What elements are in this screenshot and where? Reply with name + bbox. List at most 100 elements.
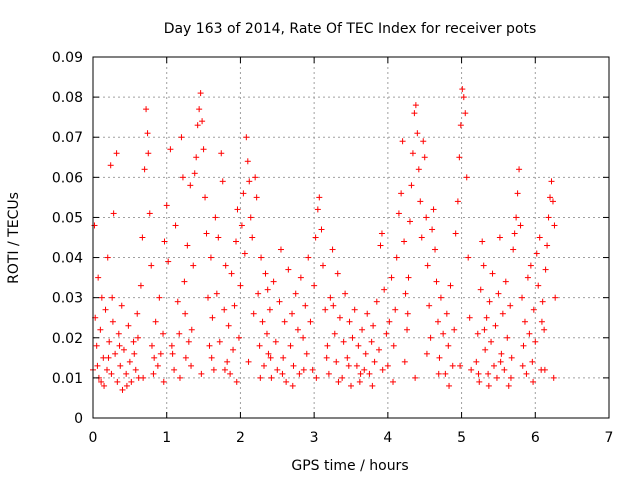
data-point xyxy=(110,210,117,217)
data-point xyxy=(434,318,441,325)
data-point xyxy=(542,266,549,273)
data-point xyxy=(182,354,189,361)
data-point xyxy=(280,354,287,361)
data-point xyxy=(507,302,514,309)
data-point xyxy=(274,366,281,373)
data-point xyxy=(398,190,405,197)
data-point xyxy=(156,294,163,301)
data-point xyxy=(128,378,135,385)
x-tick-label: 1 xyxy=(162,430,171,446)
data-point xyxy=(268,374,275,381)
data-point xyxy=(215,234,222,241)
data-point xyxy=(314,206,321,213)
data-point xyxy=(489,270,496,277)
data-point xyxy=(364,310,371,317)
data-point xyxy=(513,214,520,221)
data-point xyxy=(432,246,439,253)
data-point xyxy=(140,374,147,381)
data-point xyxy=(167,146,174,153)
data-point xyxy=(334,270,341,277)
data-point xyxy=(309,366,316,373)
data-point xyxy=(287,342,294,349)
data-point xyxy=(246,178,253,185)
data-point xyxy=(289,382,296,389)
data-point xyxy=(252,174,259,181)
data-point xyxy=(344,354,351,361)
data-point xyxy=(115,330,122,337)
data-point xyxy=(424,262,431,269)
data-point xyxy=(193,154,200,161)
data-point xyxy=(255,290,262,297)
data-point xyxy=(547,194,554,201)
data-point xyxy=(262,270,269,277)
data-point xyxy=(160,378,167,385)
data-point xyxy=(377,242,384,249)
data-point xyxy=(427,334,434,341)
data-point xyxy=(335,378,342,385)
data-point xyxy=(541,326,548,333)
data-point xyxy=(187,182,194,189)
x-tick-label: 3 xyxy=(310,430,319,446)
data-point xyxy=(499,310,506,317)
y-tick-label: 0.04 xyxy=(52,251,83,267)
data-point xyxy=(146,210,153,217)
data-point xyxy=(219,178,226,185)
data-point xyxy=(330,302,337,309)
data-point xyxy=(206,342,213,349)
y-tick-label: 0.06 xyxy=(52,170,83,186)
data-point xyxy=(325,370,332,377)
data-point xyxy=(172,222,179,229)
data-point xyxy=(281,318,288,325)
data-point xyxy=(402,290,409,297)
data-point xyxy=(520,342,527,349)
data-point xyxy=(371,358,378,365)
data-point xyxy=(491,362,498,369)
data-point xyxy=(323,354,330,361)
data-point xyxy=(182,310,189,317)
data-point xyxy=(430,206,437,213)
data-point xyxy=(102,306,109,313)
data-point xyxy=(207,254,214,261)
plot-frame xyxy=(92,56,610,419)
data-point xyxy=(134,310,141,317)
data-point xyxy=(493,374,500,381)
data-point xyxy=(390,342,397,349)
data-point xyxy=(538,318,545,325)
data-point xyxy=(176,330,183,337)
data-point xyxy=(454,198,461,205)
data-point xyxy=(486,298,493,305)
data-point xyxy=(230,346,237,353)
data-point xyxy=(548,178,555,185)
data-point xyxy=(393,254,400,261)
data-point xyxy=(549,198,556,205)
data-point xyxy=(356,378,363,385)
data-point xyxy=(545,214,552,221)
data-point xyxy=(511,230,518,237)
data-point xyxy=(174,298,181,305)
data-point xyxy=(123,382,130,389)
data-point xyxy=(199,118,206,125)
data-point xyxy=(145,150,152,157)
data-point xyxy=(264,286,271,293)
data-point xyxy=(109,318,116,325)
data-point xyxy=(107,162,114,169)
data-point xyxy=(504,334,511,341)
data-point xyxy=(134,334,141,341)
data-point xyxy=(368,338,375,345)
data-point xyxy=(505,382,512,389)
x-tick-label: 7 xyxy=(605,430,614,446)
data-point xyxy=(233,378,240,385)
data-point xyxy=(463,174,470,181)
data-point xyxy=(221,366,228,373)
data-point xyxy=(221,306,228,313)
data-point xyxy=(316,194,323,201)
data-point xyxy=(98,294,105,301)
data-point xyxy=(97,326,104,333)
data-point xyxy=(225,322,232,329)
data-point xyxy=(530,378,537,385)
data-point xyxy=(495,290,502,297)
data-point xyxy=(137,282,144,289)
data-point xyxy=(218,150,225,157)
data-point xyxy=(435,370,442,377)
